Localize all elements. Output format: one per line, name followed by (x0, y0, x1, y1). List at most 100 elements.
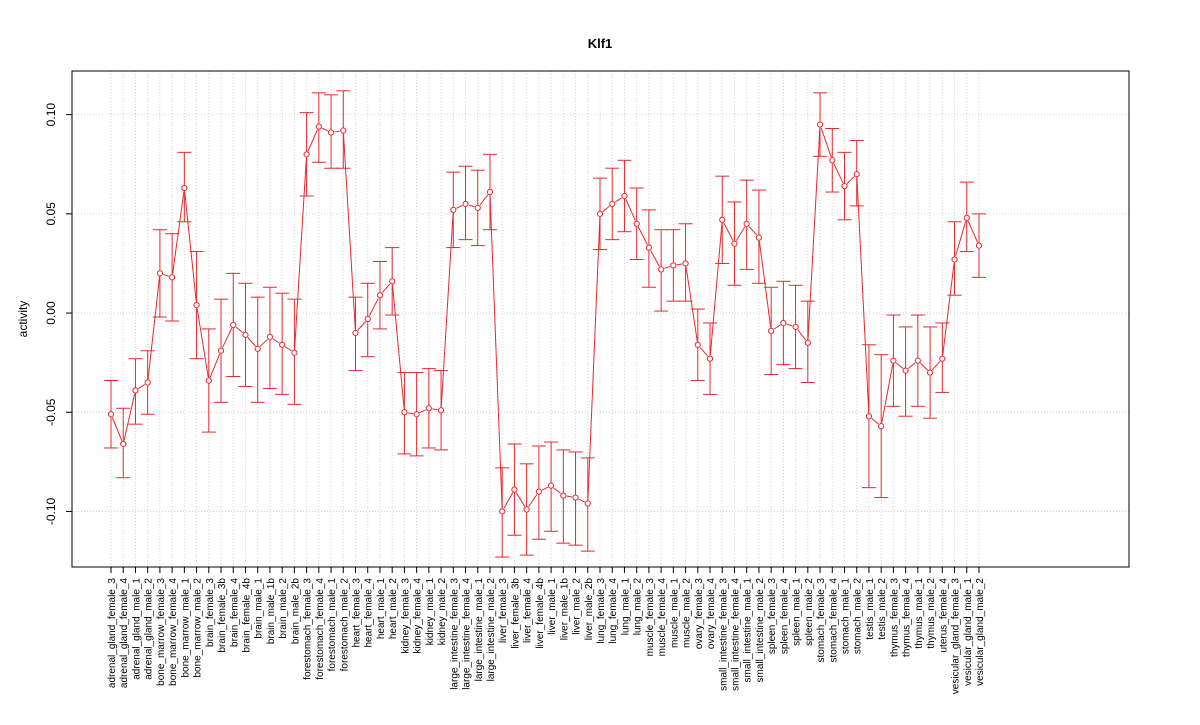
x-tick-label: liver_male_1 (547, 578, 558, 635)
series-line-segment (123, 393, 136, 441)
data-point (939, 355, 946, 362)
x-tick-label: brain_female_3 (205, 578, 216, 647)
data-point (609, 200, 616, 208)
data-point (462, 200, 469, 208)
series-line-segment (235, 326, 244, 334)
series-line-segment (578, 498, 585, 503)
x-tick-label: adrenal_gland_male_2 (144, 578, 155, 680)
x-tick-label: thymus_male_1 (914, 578, 925, 649)
series-line-segment (637, 226, 648, 245)
series-line-segment (553, 487, 561, 494)
series-line-segment (503, 492, 514, 509)
data-point (890, 357, 897, 364)
data-point (792, 323, 799, 331)
series-line-segment (587, 217, 601, 501)
series-line-segment (820, 127, 832, 158)
data-point (217, 347, 225, 354)
x-tick-label: liver_male_2b (584, 578, 595, 641)
series-line-segment (222, 327, 233, 348)
grid-layer (72, 71, 1129, 567)
series-line-segment (321, 127, 329, 132)
axis-layer: -0.10 -0.05 0.00 0.05 0.10 adrenal_gland_fema… (44, 103, 986, 695)
series-line-segment (871, 418, 879, 425)
series-line-segment (209, 353, 221, 378)
x-tick-label: adrenal_gland_female_3 (107, 578, 118, 689)
x-tick-label: thymus_female_3 (889, 578, 900, 657)
data-point (914, 357, 921, 364)
x-tick-label: small_intestine_female_3 (718, 578, 729, 691)
data-point (327, 129, 335, 136)
data-point (266, 333, 274, 340)
data-point (743, 220, 750, 227)
data-point (144, 379, 151, 386)
data-point (376, 292, 384, 299)
x-tick-label: muscle_male_1 (669, 578, 680, 648)
chart-title: Klf1 (588, 36, 613, 51)
data-point (156, 270, 163, 277)
x-tick-label: muscle_female_3 (645, 578, 656, 657)
series-line-segment (172, 191, 185, 274)
x-tick-label: small_intestine_female_4 (730, 578, 741, 691)
data-point (878, 423, 885, 430)
series-line-segment (895, 362, 904, 369)
data-point (645, 244, 653, 251)
series-line-segment (920, 362, 928, 371)
series-line-segment (468, 204, 475, 208)
y-tick-label: -0.10 (44, 497, 58, 525)
data-point (474, 204, 481, 211)
series-line-segment (342, 133, 356, 330)
series-line-segment (625, 198, 636, 221)
data-point (596, 210, 604, 217)
series-line-segment (111, 417, 123, 441)
x-tick-label: large_intestine_male_1 (474, 578, 485, 682)
x-tick-label: ovary_female_3 (694, 578, 705, 650)
data-point (829, 157, 836, 164)
series-line-segment (440, 213, 454, 407)
data-point (499, 508, 506, 515)
data-point (340, 127, 347, 134)
data-point (816, 121, 824, 128)
x-tick-label: stomach_male_1 (841, 578, 852, 655)
x-tick-label: stomach_male_2 (853, 578, 864, 655)
series-line-segment (723, 222, 734, 241)
data-point (853, 171, 860, 178)
x-tick-label: brain_male_1b (266, 578, 277, 645)
data-point (865, 413, 873, 420)
data-point (535, 488, 542, 495)
series-line-segment (334, 130, 340, 133)
series-line-segment (709, 223, 723, 356)
point-layer (107, 121, 983, 515)
data-point (413, 411, 420, 418)
x-tick-label: liver_female_4b (535, 578, 546, 649)
x-tick-label: liver_female_3 (498, 578, 509, 643)
y-tick-label: -0.05 (44, 398, 58, 426)
data-point (902, 367, 909, 374)
series-line-segment (541, 486, 549, 491)
x-tick-label: vesicular_gland_female_3 (951, 578, 962, 695)
data-point (560, 492, 567, 499)
x-tick-label: brain_female_4b (241, 578, 252, 653)
y-tick-label: 0.05 (44, 202, 58, 226)
series-line-segment (419, 409, 426, 414)
data-point (486, 188, 494, 196)
data-point (389, 278, 396, 285)
data-point (132, 387, 139, 394)
series-line-segment (432, 408, 438, 411)
x-tick-label: spleen_male_2 (804, 578, 815, 646)
x-tick-label: forestomach_male_1 (327, 578, 338, 672)
x-tick-label: adrenal_gland_female_4 (119, 578, 130, 689)
x-tick-label: liver_male_1b (559, 578, 570, 641)
x-tick-label: kidney_female_4 (413, 578, 424, 654)
series-line-segment (748, 226, 757, 236)
x-tick-label: testis_male_2 (877, 578, 888, 640)
x-tick-label: lung_male_2 (633, 578, 644, 636)
x-tick-label: thymus_female_4 (902, 578, 913, 657)
series-line-segment (664, 266, 671, 269)
series-line-segment (284, 346, 292, 352)
series-line-segment (138, 383, 146, 389)
data-point (633, 220, 640, 227)
data-point (804, 339, 811, 346)
data-point (951, 256, 958, 263)
series-line-segment (259, 338, 268, 347)
